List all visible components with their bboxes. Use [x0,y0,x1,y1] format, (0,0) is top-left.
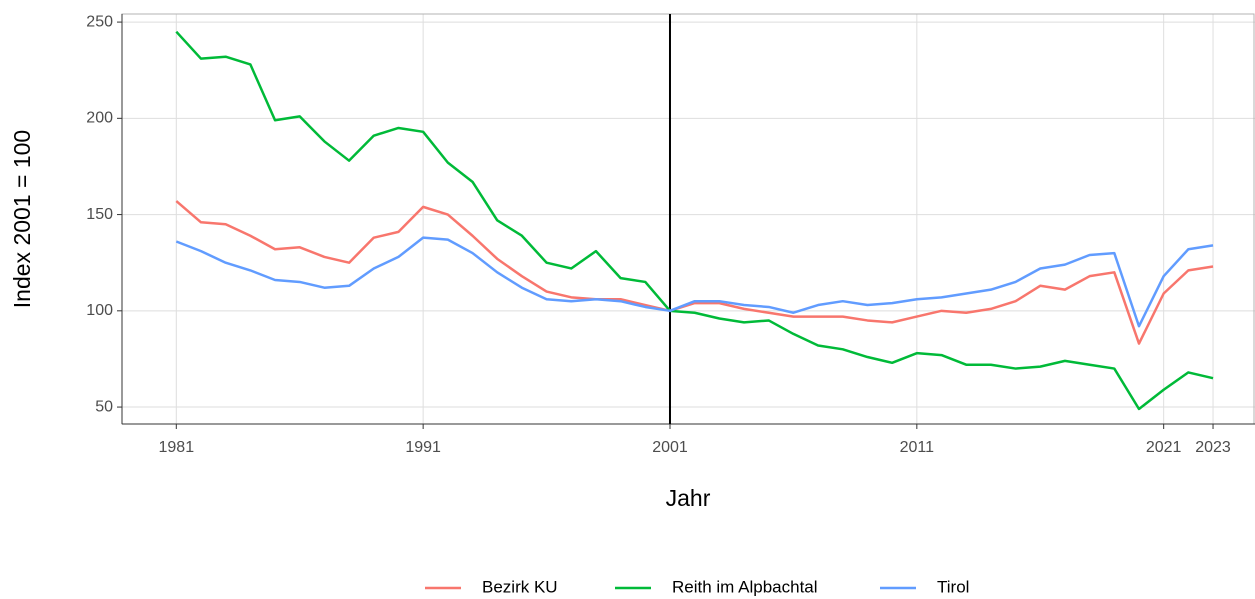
y-tick-label: 200 [86,110,113,127]
x-tick-label: 2023 [1195,439,1231,456]
legend-label: Bezirk KU [482,577,558,596]
series-line [175,236,1214,328]
legend-label: Reith im Alpbachtal [672,577,818,596]
y-tick-label: 100 [86,302,113,319]
y-tick-label: 50 [95,398,113,415]
y-axis-title: Index 2001 = 100 [9,130,35,308]
series-line [175,200,1214,345]
x-axis-title: Jahr [666,485,711,511]
plot-border [121,13,1255,425]
legend-label: Tirol [937,577,969,596]
y-tick-label: 150 [86,206,113,223]
y-tick-label: 250 [86,13,113,30]
x-tick-label: 1981 [159,439,195,456]
x-tick-label: 2021 [1146,439,1182,456]
x-tick-label: 2011 [900,439,935,456]
series-line [175,30,1214,411]
x-tick-label: 1991 [405,439,441,456]
x-tick-label: 2001 [652,439,688,456]
